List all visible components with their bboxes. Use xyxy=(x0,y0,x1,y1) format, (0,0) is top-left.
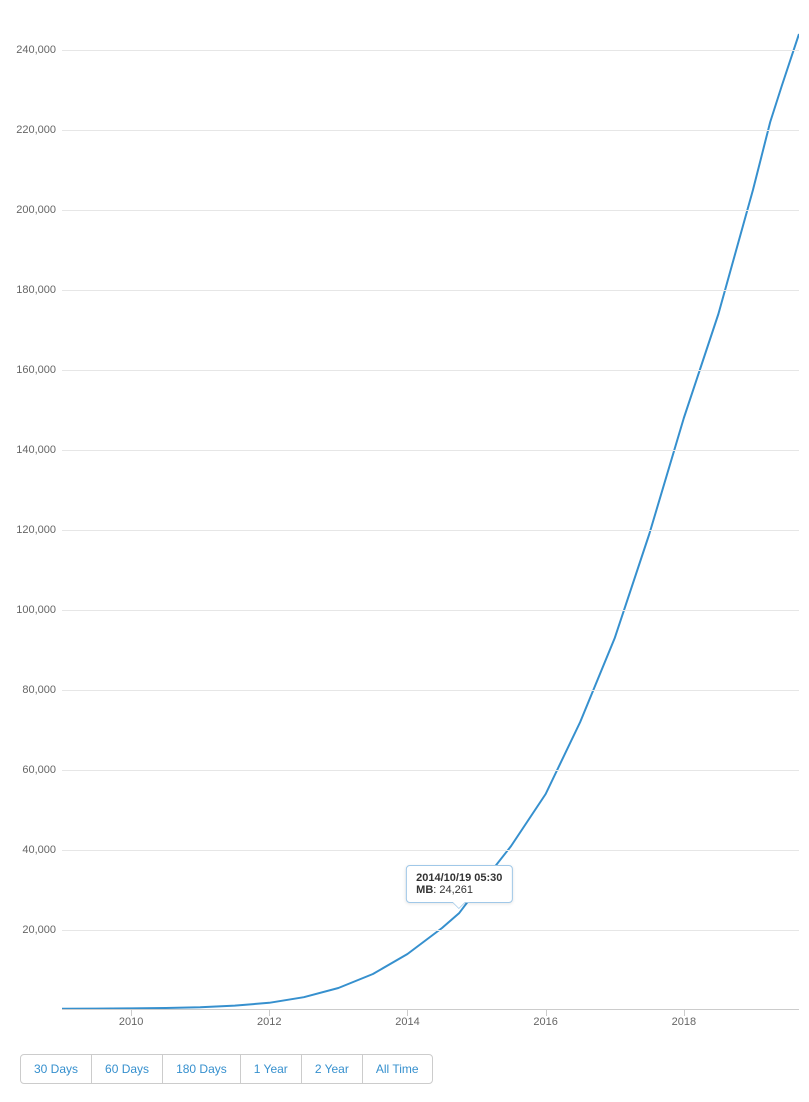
x-tick-label: 2014 xyxy=(395,1016,419,1028)
x-tick-label: 2010 xyxy=(119,1016,143,1028)
grid-line xyxy=(62,130,799,131)
grid-line xyxy=(62,930,799,931)
chart-plot-area[interactable]: 2014/10/19 05:30 MB: 24,261 xyxy=(62,10,799,1010)
y-tick-label: 180,000 xyxy=(0,284,56,296)
grid-line xyxy=(62,770,799,771)
range-button-60-days[interactable]: 60 Days xyxy=(91,1054,163,1084)
grid-line xyxy=(62,610,799,611)
y-tick-label: 80,000 xyxy=(0,684,56,696)
y-tick-label: 40,000 xyxy=(0,844,56,856)
y-tick-label: 200,000 xyxy=(0,204,56,216)
x-axis-baseline xyxy=(62,1009,799,1010)
grid-line xyxy=(62,850,799,851)
y-tick-label: 20,000 xyxy=(0,924,56,936)
range-button-30-days[interactable]: 30 Days xyxy=(20,1054,92,1084)
y-tick-label: 100,000 xyxy=(0,604,56,616)
range-button-group: 30 Days60 Days180 Days1 Year2 YearAll Ti… xyxy=(20,1054,433,1084)
grid-line xyxy=(62,450,799,451)
y-tick-label: 240,000 xyxy=(0,44,56,56)
grid-line xyxy=(62,50,799,51)
grid-line xyxy=(62,530,799,531)
range-button-180-days[interactable]: 180 Days xyxy=(162,1054,241,1084)
grid-line xyxy=(62,210,799,211)
grid-line xyxy=(62,370,799,371)
tooltip-value: 24,261 xyxy=(439,884,473,896)
x-tick-label: 2016 xyxy=(533,1016,557,1028)
tooltip-date: 2014/10/19 05:30 xyxy=(416,872,502,884)
line-series xyxy=(62,10,799,1010)
x-tick-label: 2018 xyxy=(672,1016,696,1028)
y-tick-label: 220,000 xyxy=(0,124,56,136)
x-tick-label: 2012 xyxy=(257,1016,281,1028)
chart-container: 2014/10/19 05:30 MB: 24,261 20,000 40,000… xyxy=(0,0,809,1040)
grid-line xyxy=(62,690,799,691)
y-tick-label: 160,000 xyxy=(0,364,56,376)
y-tick-label: 120,000 xyxy=(0,524,56,536)
range-button-all-time[interactable]: All Time xyxy=(362,1054,433,1084)
grid-line xyxy=(62,290,799,291)
tooltip-series-label: MB xyxy=(416,884,433,896)
range-button-1-year[interactable]: 1 Year xyxy=(240,1054,302,1084)
range-button-2-year[interactable]: 2 Year xyxy=(301,1054,363,1084)
y-tick-label: 140,000 xyxy=(0,444,56,456)
y-tick-label: 60,000 xyxy=(0,764,56,776)
chart-tooltip: 2014/10/19 05:30 MB: 24,261 xyxy=(406,865,512,903)
